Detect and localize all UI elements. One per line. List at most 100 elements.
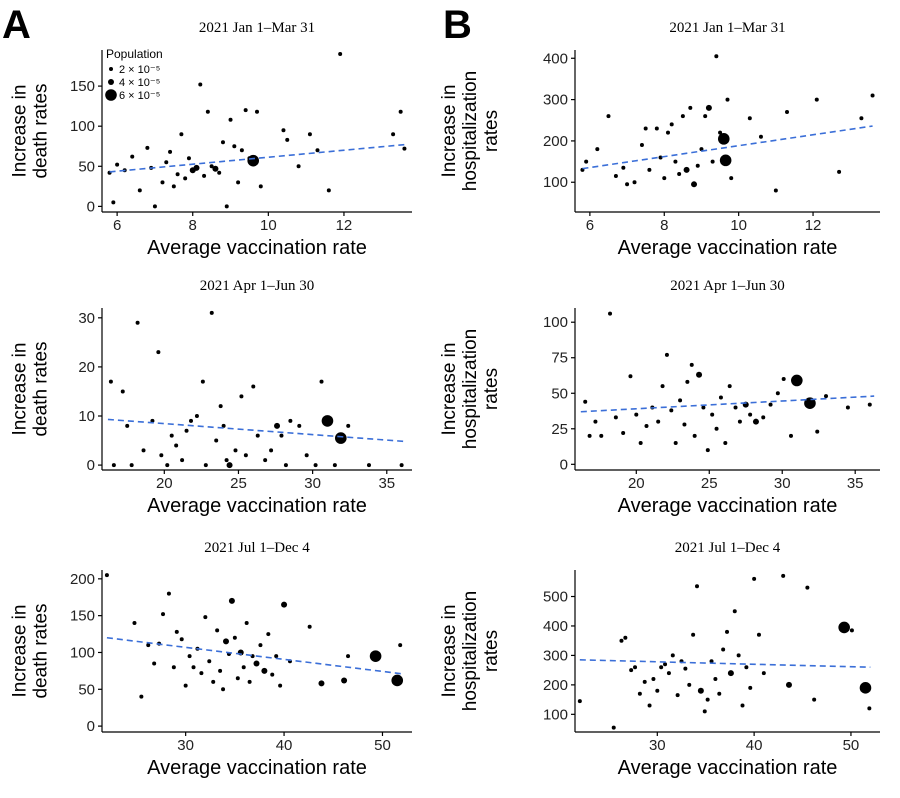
data-point [129,463,134,468]
data-point [247,154,260,167]
data-point [193,164,200,171]
data-point [670,653,675,658]
data-point [691,632,696,637]
data-point [718,395,723,400]
data-point [263,458,268,463]
data-point [307,132,312,137]
data-point [599,433,604,438]
data-point [669,122,674,127]
data-point [655,688,660,693]
legend-title: Population [106,47,163,61]
data-point [725,629,730,634]
chart-title: 2021 Jul 1–Dec 4 [204,540,310,556]
data-point [261,667,268,674]
data-point [296,164,301,169]
data-point [214,438,219,443]
y-tick-label: 200 [543,133,568,150]
data-point [692,433,697,438]
data-point [274,654,279,659]
data-point [220,140,225,145]
data-point [733,405,738,410]
data-point [637,691,642,696]
chart-a1: 2021 Jan 1–Mar 31 6 8 10 12 0 50 100 150 Average … [10,20,412,259]
x-tick-label: 6 [586,217,594,234]
data-point [205,109,210,114]
y-axis-label-line: Increase in [439,85,460,178]
data-point [718,130,723,135]
data-point [247,679,252,684]
data-point [120,389,125,394]
data-point [687,682,692,687]
x-tick-label: 25 [701,475,718,492]
data-point [625,182,630,187]
data-point [187,654,192,659]
data-point [321,415,334,427]
data-point [623,635,628,640]
data-point [721,647,726,652]
data-point [191,665,196,670]
data-point [366,463,371,468]
data-point [805,585,810,590]
data-point [788,433,793,438]
data-point [270,672,275,677]
data-point [723,441,728,445]
y-tick-label: 400 [543,618,568,635]
data-point [748,412,753,417]
y-tick-label: 50 [78,158,95,175]
data-point [663,662,668,667]
data-point [729,176,734,181]
data-point [656,419,661,424]
data-point [200,379,205,384]
data-point [125,423,130,428]
data-point [159,453,164,458]
data-point [583,399,588,404]
data-point [168,149,173,154]
x-tick-label: 8 [189,217,197,234]
x-tick-label: 20 [156,475,173,492]
y-tick-label: 10 [78,408,95,425]
data-point [104,573,109,578]
data-point [701,405,706,410]
data-point [664,352,669,357]
y-axis-label-line: death rates [31,603,52,698]
legend-label: 4 × 10⁻⁵ [119,77,160,89]
data-point [269,448,274,453]
data-point [346,654,351,659]
x-axis-label: Average vaccination rate [618,495,838,517]
data-point [587,433,592,438]
data-point [768,402,773,407]
legend-label: 2 × 10⁻⁵ [119,64,160,76]
x-tick-label: 50 [374,737,391,754]
x-tick-label: 12 [805,217,822,234]
trend-line [107,418,407,443]
legend: Population 2 × 10⁻⁵4 × 10⁻⁵6 × 10⁻⁵ [105,47,163,102]
x-tick-label: 30 [649,737,666,754]
data-point [391,132,396,137]
x-axis-label: Average vaccination rate [618,757,838,779]
y-tick-label: 50 [551,385,568,402]
data-point [688,105,693,110]
data-point [281,128,286,133]
data-point [725,97,730,102]
data-point [628,374,633,379]
x-axis-label: Average vaccination rate [147,237,367,259]
data-point [251,384,256,389]
data-point [643,126,648,131]
data-point [221,423,226,428]
data-point [285,137,290,142]
data-point [184,428,189,433]
y-tick-label: 200 [543,677,568,694]
data-point [224,204,229,209]
x-tick-label: 35 [847,475,864,492]
data-point [713,676,718,681]
data-point [253,660,260,667]
data-point [169,433,174,438]
x-tick-label: 10 [260,217,277,234]
data-point [243,108,248,113]
y-axis-label: Increase in hospitalization rates [439,71,502,191]
data-point [838,621,850,634]
data-point [629,668,634,673]
data-point [699,147,704,152]
data-point [752,576,757,581]
x-tick-label: 30 [304,475,321,492]
